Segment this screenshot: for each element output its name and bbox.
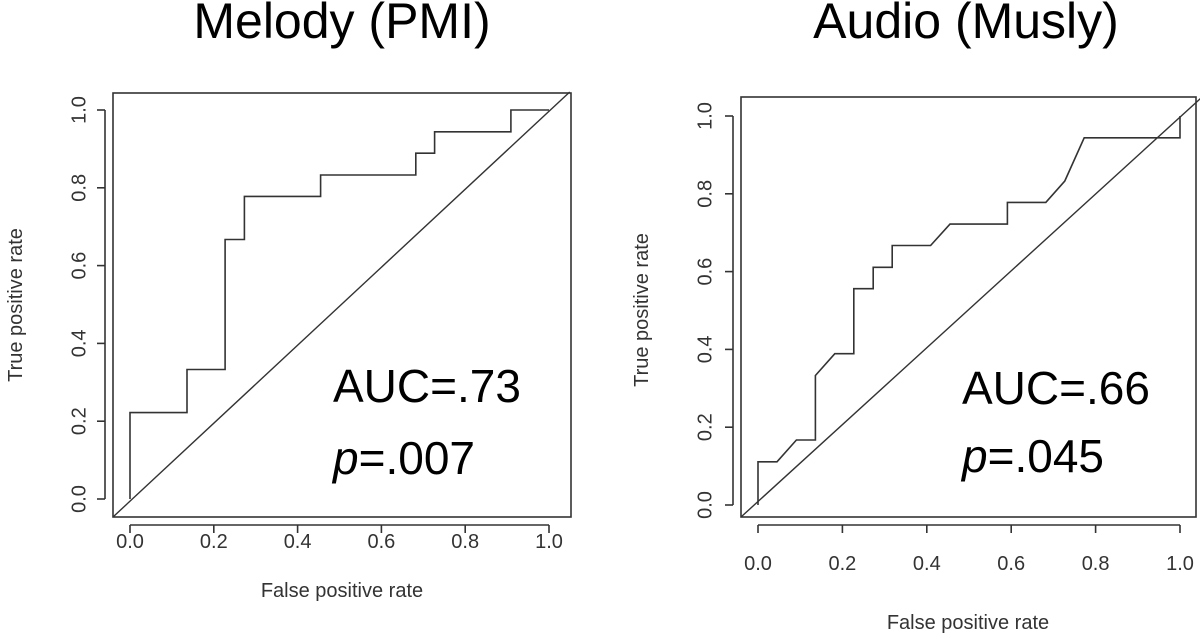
chance-diagonal [740,97,1200,518]
roc-curve [757,116,1181,505]
y-tick-label: 0.4 [68,329,90,357]
x-tick-label: 0.6 [997,553,1025,575]
p-symbol: p [960,430,988,482]
auc-label: AUC=.66 [962,362,1150,414]
x-tick-label: 0.2 [828,553,856,575]
x-tick-label: 0.2 [200,531,228,553]
roc-chart-audio: Audio (Musly) 0.0 0.2 0.4 0.6 0.8 1.00.00.20.… [631,0,1200,634]
plot-frame [740,96,1197,518]
x-tick-label: 0.8 [451,531,479,553]
roc-curve [129,109,549,499]
p-value-label: p=.007 [331,432,475,484]
y-tick-label: 0.8 [694,180,716,208]
x-tick-label: 0.0 [116,531,144,553]
p-value-label: p=.045 [960,430,1104,482]
p-symbol: p [331,432,359,484]
x-tick-label: 1.0 [535,531,563,553]
ticks-layer: 0.0 0.2 0.4 0.6 0.8 1.0 0.0 0.2 0.4 0.6 0.8 1.0 [68,96,563,553]
curve-layer [740,97,1200,518]
y-tick-label: 0.0 [68,485,90,513]
ticks-layer: 0.0 0.2 0.4 0.6 0.8 1.0 0.0 0.2 0.4 0.6 0.8 1.0 [694,102,1194,575]
curve-layer [112,91,571,518]
p-value: =.045 [988,430,1104,482]
x-tick-label: 0.8 [1082,553,1110,575]
chance-diagonal [112,91,571,518]
x-axis-label: False positive rate [887,612,1049,634]
y-axis-label: True positive rate [631,233,653,387]
x-axis-label: False positive rate [261,580,423,602]
y-tick-label: 0.2 [694,413,716,441]
plot-frame [112,92,572,518]
x-tick-label: 0.6 [367,531,395,553]
p-value: =.007 [359,432,475,484]
y-tick-label: 0.4 [694,335,716,363]
chart-title: Melody (PMI) [193,0,490,49]
auc-label: AUC=.73 [333,360,521,412]
y-tick-label: 0.6 [68,252,90,280]
x-tick-label: 1.0 [1166,553,1194,575]
y-tick-label: 0.0 [694,491,716,519]
x-tick-label: 0.4 [284,531,312,553]
y-tick-label: 0.8 [68,174,90,202]
y-axis-label: True positive rate [5,228,27,382]
roc-chart-melody: Melody (PMI) 0.0 0.2 0.4 0.6 0.8 1.0 0.0 0.2 0.4… [5,0,572,602]
y-tick-label: 0.2 [68,407,90,435]
x-tick-label: 0.0 [744,553,772,575]
y-tick-label: 0.6 [694,258,716,286]
y-tick-label: 1.0 [694,102,716,130]
chart-title: Audio (Musly) [813,0,1119,49]
x-tick-label: 0.4 [913,553,941,575]
y-tick-label: 1.0 [68,96,90,124]
